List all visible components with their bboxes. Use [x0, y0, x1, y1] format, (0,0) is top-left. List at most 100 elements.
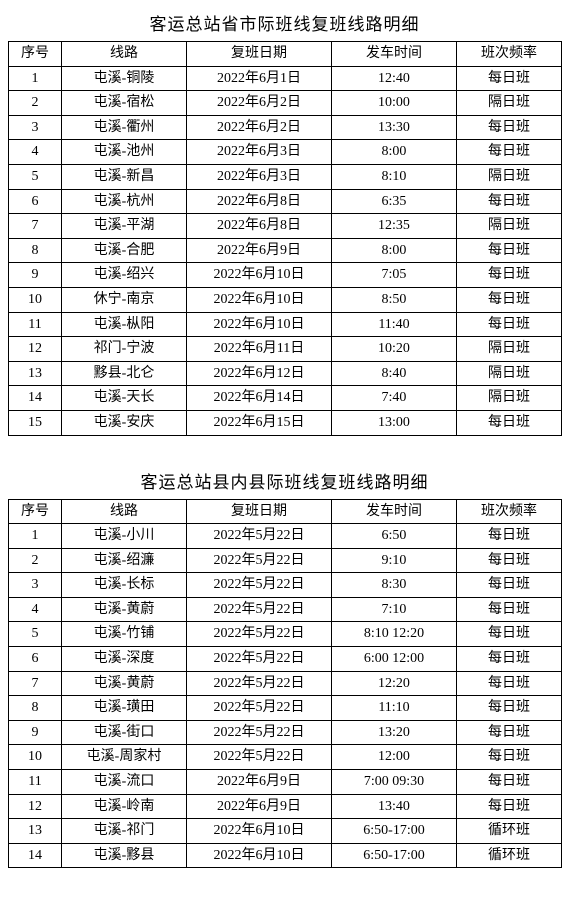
table-cell: 屯溪-长标 [62, 573, 187, 598]
table-cell: 屯溪-祁门 [62, 819, 187, 844]
table-row: 14屯溪-天长2022年6月14日7:40隔日班 [9, 386, 562, 411]
table-cell: 6:35 [332, 189, 457, 214]
table-cell: 2022年6月10日 [187, 263, 332, 288]
table-cell: 2022年6月14日 [187, 386, 332, 411]
table-cell: 8:10 12:20 [332, 622, 457, 647]
table-cell: 屯溪-池州 [62, 140, 187, 165]
table-cell: 12:40 [332, 66, 457, 91]
table-cell: 2022年5月22日 [187, 647, 332, 672]
table-cell: 2022年6月9日 [187, 794, 332, 819]
table-row: 3屯溪-衢州2022年6月2日13:30每日班 [9, 115, 562, 140]
table-row: 11屯溪-流口2022年6月9日7:00 09:30每日班 [9, 770, 562, 795]
table-cell: 13:30 [332, 115, 457, 140]
table-cell: 14 [9, 843, 62, 868]
table-cell: 2 [9, 548, 62, 573]
table-cell: 每日班 [457, 671, 562, 696]
table-cell: 12:20 [332, 671, 457, 696]
column-header: 复班日期 [187, 42, 332, 67]
table-cell: 7:40 [332, 386, 457, 411]
table-cell: 每日班 [457, 263, 562, 288]
table-row: 14屯溪-黟县2022年6月10日6:50-17:00循环班 [9, 843, 562, 868]
table-row: 12屯溪-岭南2022年6月9日13:40每日班 [9, 794, 562, 819]
table-cell: 屯溪-杭州 [62, 189, 187, 214]
table-row: 1屯溪-小川2022年5月22日6:50每日班 [9, 524, 562, 549]
table-cell: 8:30 [332, 573, 457, 598]
table-cell: 8 [9, 238, 62, 263]
county-tbody: 1屯溪-小川2022年5月22日6:50每日班2屯溪-绍濂2022年5月22日9… [9, 524, 562, 868]
table-cell: 6:50-17:00 [332, 843, 457, 868]
table-row: 6屯溪-深度2022年5月22日6:00 12:00每日班 [9, 647, 562, 672]
table-cell: 2022年5月22日 [187, 671, 332, 696]
table-cell: 屯溪-衢州 [62, 115, 187, 140]
table-cell: 2022年5月22日 [187, 745, 332, 770]
table-cell: 6:50 [332, 524, 457, 549]
table-cell: 隔日班 [457, 214, 562, 239]
table-cell: 5 [9, 622, 62, 647]
table-row: 15屯溪-安庆2022年6月15日13:00每日班 [9, 410, 562, 435]
table-cell: 11 [9, 770, 62, 795]
table-cell: 隔日班 [457, 91, 562, 116]
table-cell: 8:10 [332, 164, 457, 189]
table-cell: 2022年5月22日 [187, 622, 332, 647]
column-header: 序号 [9, 42, 62, 67]
table-cell: 每日班 [457, 410, 562, 435]
table-cell: 屯溪-绍濂 [62, 548, 187, 573]
table-cell: 2022年5月22日 [187, 597, 332, 622]
table-cell: 2022年6月3日 [187, 140, 332, 165]
table-cell: 11:40 [332, 312, 457, 337]
table-cell: 4 [9, 140, 62, 165]
table-row: 3屯溪-长标2022年5月22日8:30每日班 [9, 573, 562, 598]
table-cell: 休宁-南京 [62, 287, 187, 312]
table-cell: 1 [9, 66, 62, 91]
table-cell: 祁门-宁波 [62, 337, 187, 362]
table-row: 5屯溪-竹铺2022年5月22日8:10 12:20每日班 [9, 622, 562, 647]
table-cell: 屯溪-深度 [62, 647, 187, 672]
table-cell: 屯溪-小川 [62, 524, 187, 549]
table-cell: 循环班 [457, 819, 562, 844]
table-cell: 每日班 [457, 597, 562, 622]
table-cell: 每日班 [457, 720, 562, 745]
table-cell: 7:05 [332, 263, 457, 288]
table-cell: 1 [9, 524, 62, 549]
table-row: 7屯溪-黄蔚2022年5月22日12:20每日班 [9, 671, 562, 696]
table-row: 4屯溪-黄蔚2022年5月22日7:10每日班 [9, 597, 562, 622]
table-cell: 7:00 09:30 [332, 770, 457, 795]
intercity-header-row: 序号线路复班日期发车时间班次频率 [9, 42, 562, 67]
table-cell: 9 [9, 263, 62, 288]
table-cell: 每日班 [457, 770, 562, 795]
county-section: 客运总站县内县际班线复班线路明细 序号线路复班日期发车时间班次频率 1屯溪-小川… [8, 468, 561, 869]
column-header: 线路 [62, 42, 187, 67]
table-cell: 11 [9, 312, 62, 337]
table-cell: 2022年6月2日 [187, 91, 332, 116]
table-cell: 13:20 [332, 720, 457, 745]
table-cell: 6 [9, 189, 62, 214]
table-cell: 屯溪-黄蔚 [62, 671, 187, 696]
table-row: 8屯溪-合肥2022年6月9日8:00每日班 [9, 238, 562, 263]
table-row: 2屯溪-宿松2022年6月2日10:00隔日班 [9, 91, 562, 116]
table-cell: 隔日班 [457, 337, 562, 362]
column-header: 班次频率 [457, 42, 562, 67]
table-cell: 11:10 [332, 696, 457, 721]
table-cell: 7 [9, 671, 62, 696]
intercity-tbody: 1屯溪-铜陵2022年6月1日12:40每日班2屯溪-宿松2022年6月2日10… [9, 66, 562, 435]
table-cell: 屯溪-岭南 [62, 794, 187, 819]
table-cell: 屯溪-竹铺 [62, 622, 187, 647]
table-row: 13屯溪-祁门2022年6月10日6:50-17:00循环班 [9, 819, 562, 844]
table-row: 7屯溪-平湖2022年6月8日12:35隔日班 [9, 214, 562, 239]
table-cell: 12 [9, 337, 62, 362]
table-row: 5屯溪-新昌2022年6月3日8:10隔日班 [9, 164, 562, 189]
table-cell: 7:10 [332, 597, 457, 622]
table-cell: 屯溪-新昌 [62, 164, 187, 189]
table-cell: 14 [9, 386, 62, 411]
table-row: 9屯溪-街口2022年5月22日13:20每日班 [9, 720, 562, 745]
table-cell: 3 [9, 115, 62, 140]
table-cell: 10 [9, 745, 62, 770]
column-header: 班次频率 [457, 499, 562, 524]
table-cell: 10:00 [332, 91, 457, 116]
table-cell: 屯溪-周家村 [62, 745, 187, 770]
table-cell: 屯溪-璜田 [62, 696, 187, 721]
table-cell: 2022年5月22日 [187, 720, 332, 745]
table-cell: 2022年6月10日 [187, 312, 332, 337]
table-cell: 8:00 [332, 140, 457, 165]
table-cell: 2022年6月10日 [187, 819, 332, 844]
